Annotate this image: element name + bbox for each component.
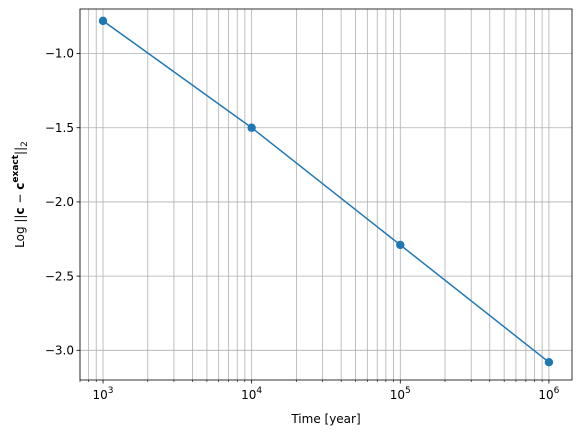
y-axis-label-bold-c2: c: [13, 183, 27, 190]
plot-frame: [79, 8, 573, 381]
x-axis-label: Time [year]: [290, 412, 360, 426]
x-tick-label: 103: [93, 386, 114, 402]
y-axis-label: Log ||c − cexact||2: [11, 141, 30, 248]
y-axis-label-superscript: exact: [11, 154, 21, 182]
y-axis: −1.0 −1.5 −2.0 −2.5 −3.0: [45, 47, 80, 358]
y-axis-label-subscript: 2: [20, 141, 30, 147]
data-point: [98, 16, 108, 26]
y-tick-label: −2.0: [45, 195, 74, 209]
minor-grid: [79, 9, 543, 382]
series-layer: [98, 16, 554, 367]
y-axis-label-suffix: ||: [13, 147, 27, 155]
series-line: [102, 20, 550, 363]
y-tick-label: −1.5: [45, 121, 74, 135]
data-point: [396, 240, 405, 250]
x-tick-label-base: 10: [93, 388, 108, 402]
y-axis-label-bold-c: c: [13, 207, 27, 214]
x-tick-label: 104: [241, 386, 262, 402]
x-tick-label-exponent: 3: [108, 386, 114, 396]
y-axis-label-minus: −: [13, 190, 27, 208]
x-tick-label-base: 10: [538, 388, 553, 402]
y-tick-label: −2.5: [45, 269, 74, 283]
x-axis: 103 104 105 106: [93, 380, 560, 402]
data-point: [247, 123, 256, 132]
x-tick-label: 106: [538, 386, 559, 402]
major-grid: [80, 9, 572, 380]
data-point: [544, 357, 554, 367]
x-tick-label-exponent: 4: [256, 386, 262, 396]
x-tick-label: 105: [390, 386, 411, 402]
x-tick-label-base: 10: [241, 388, 256, 402]
y-tick-label: −1.0: [45, 47, 74, 61]
x-tick-label-base: 10: [390, 388, 405, 402]
y-axis-label-prefix: Log ||: [13, 215, 27, 248]
x-tick-label-exponent: 6: [554, 386, 560, 396]
y-tick-label: −3.0: [45, 344, 74, 358]
x-tick-label-exponent: 5: [405, 386, 411, 396]
